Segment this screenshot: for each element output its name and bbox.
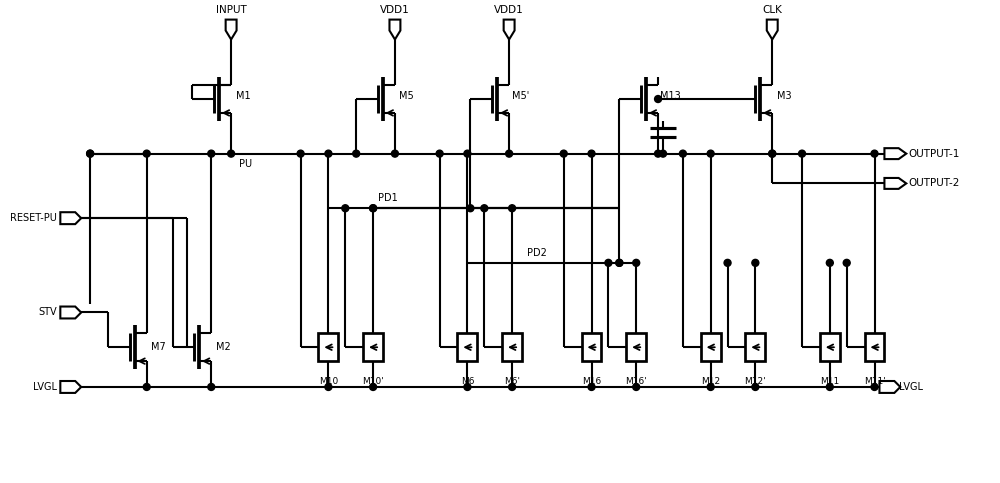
Text: CLK: CLK xyxy=(762,5,782,14)
Bar xyxy=(701,333,721,361)
Circle shape xyxy=(769,150,776,157)
Text: LVGL: LVGL xyxy=(33,382,57,392)
Circle shape xyxy=(655,150,662,157)
Text: STV: STV xyxy=(39,308,57,317)
Text: M11: M11 xyxy=(820,377,839,385)
Text: OUTPUT-2: OUTPUT-2 xyxy=(908,178,960,188)
Text: INPUT: INPUT xyxy=(216,5,246,14)
Circle shape xyxy=(871,150,878,157)
Circle shape xyxy=(370,205,377,212)
Circle shape xyxy=(143,150,150,157)
Circle shape xyxy=(588,150,595,157)
Circle shape xyxy=(871,384,878,390)
Circle shape xyxy=(467,205,474,212)
Text: VDD1: VDD1 xyxy=(380,5,410,14)
Text: LVGL: LVGL xyxy=(899,382,923,392)
Circle shape xyxy=(660,150,666,157)
Text: M5: M5 xyxy=(399,91,414,101)
Circle shape xyxy=(633,384,640,390)
Text: M3: M3 xyxy=(777,91,791,101)
Bar xyxy=(363,333,383,361)
Circle shape xyxy=(707,150,714,157)
Text: M10: M10 xyxy=(319,377,338,385)
Circle shape xyxy=(208,384,215,390)
Bar xyxy=(582,333,601,361)
Circle shape xyxy=(87,150,94,157)
Circle shape xyxy=(843,259,850,266)
Circle shape xyxy=(228,150,235,157)
Bar xyxy=(457,333,477,361)
Text: M16': M16' xyxy=(625,377,647,385)
Circle shape xyxy=(509,205,516,212)
Circle shape xyxy=(208,150,215,157)
Circle shape xyxy=(679,150,686,157)
Circle shape xyxy=(143,384,150,390)
Text: M5': M5' xyxy=(512,91,530,101)
Circle shape xyxy=(370,205,377,212)
Circle shape xyxy=(655,96,662,102)
Circle shape xyxy=(826,384,833,390)
Bar xyxy=(820,333,840,361)
Circle shape xyxy=(325,384,332,390)
Text: M10': M10' xyxy=(362,377,384,385)
Text: PD2: PD2 xyxy=(527,248,547,258)
Circle shape xyxy=(633,259,640,266)
Circle shape xyxy=(506,150,513,157)
Circle shape xyxy=(370,384,377,390)
Circle shape xyxy=(605,259,612,266)
Text: PU: PU xyxy=(239,158,252,169)
Circle shape xyxy=(616,259,623,266)
Circle shape xyxy=(616,259,623,266)
Text: RESET-PU: RESET-PU xyxy=(10,213,57,223)
Circle shape xyxy=(464,150,471,157)
Circle shape xyxy=(560,150,567,157)
Text: OUTPUT-1: OUTPUT-1 xyxy=(908,149,960,158)
Text: M6: M6 xyxy=(461,377,474,385)
Text: PD1: PD1 xyxy=(378,193,398,203)
Circle shape xyxy=(391,150,398,157)
Text: M16: M16 xyxy=(582,377,601,385)
Text: M12': M12' xyxy=(745,377,766,385)
Bar xyxy=(502,333,522,361)
Circle shape xyxy=(769,150,776,157)
Text: M6': M6' xyxy=(504,377,520,385)
Circle shape xyxy=(436,150,443,157)
Text: M13: M13 xyxy=(660,91,680,101)
Text: M2: M2 xyxy=(216,342,231,352)
Circle shape xyxy=(481,205,488,212)
Text: M1: M1 xyxy=(236,91,250,101)
Circle shape xyxy=(509,384,516,390)
Circle shape xyxy=(297,150,304,157)
Circle shape xyxy=(799,150,805,157)
Circle shape xyxy=(724,259,731,266)
Bar xyxy=(318,333,338,361)
Bar xyxy=(745,333,765,361)
Bar xyxy=(626,333,646,361)
Text: M11': M11' xyxy=(864,377,885,385)
Circle shape xyxy=(752,259,759,266)
Circle shape xyxy=(752,384,759,390)
Circle shape xyxy=(87,150,94,157)
Circle shape xyxy=(353,150,360,157)
Circle shape xyxy=(342,205,349,212)
Circle shape xyxy=(707,384,714,390)
Circle shape xyxy=(464,384,471,390)
Bar xyxy=(865,333,884,361)
Circle shape xyxy=(325,150,332,157)
Text: M7: M7 xyxy=(151,342,166,352)
Text: VDD1: VDD1 xyxy=(494,5,524,14)
Circle shape xyxy=(588,384,595,390)
Text: M12: M12 xyxy=(701,377,720,385)
Circle shape xyxy=(826,259,833,266)
